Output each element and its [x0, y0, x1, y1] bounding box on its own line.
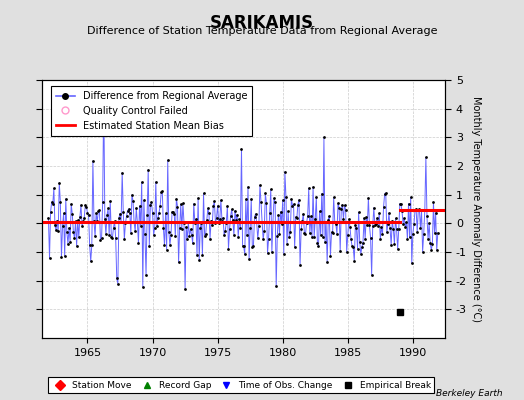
- Y-axis label: Monthly Temperature Anomaly Difference (°C): Monthly Temperature Anomaly Difference (…: [471, 96, 481, 322]
- Text: SARIKAMIS: SARIKAMIS: [210, 14, 314, 32]
- Legend: Station Move, Record Gap, Time of Obs. Change, Empirical Break: Station Move, Record Gap, Time of Obs. C…: [48, 377, 434, 394]
- Text: Difference of Station Temperature Data from Regional Average: Difference of Station Temperature Data f…: [87, 26, 437, 36]
- Text: Berkeley Earth: Berkeley Earth: [436, 389, 503, 398]
- Legend: Difference from Regional Average, Quality Control Failed, Estimated Station Mean: Difference from Regional Average, Qualit…: [51, 86, 252, 136]
